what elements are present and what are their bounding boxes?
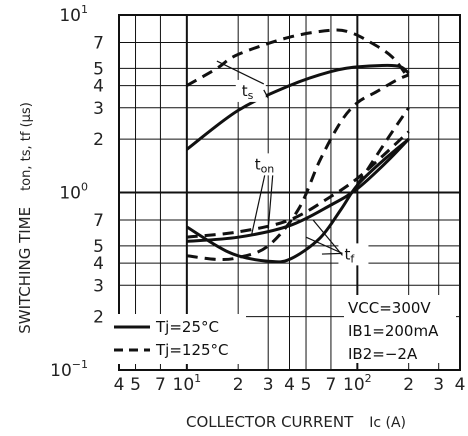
x-tick-label: 102 (343, 372, 372, 395)
y-tick-label: 4 (93, 77, 104, 97)
x-tick-label: 5 (301, 375, 312, 395)
y-tick-label: 5 (93, 237, 104, 257)
y-tick-label: 2 (93, 130, 104, 150)
legend: Tj=25°C Tj=125°C (112, 314, 246, 364)
series-ton-solid (186, 138, 410, 243)
y-tick-label: 10−1 (50, 358, 88, 381)
x-tick-label: 5 (130, 375, 141, 395)
x-tick-label: 2 (403, 375, 414, 395)
legend-label-25c: Tj=25°C (155, 318, 219, 336)
y-tick-label: 7 (93, 211, 104, 231)
series-ton-dashed (186, 130, 410, 239)
label-ton-leader (251, 175, 266, 235)
label-tf-leader (312, 219, 343, 256)
y-tick-label: 4 (93, 254, 104, 274)
label-ts-leader (263, 89, 269, 99)
x-tick-label: 4 (455, 375, 466, 395)
condition-ib1: IB1=200mA (348, 322, 439, 340)
x-tick-label: 7 (326, 375, 337, 395)
x-tick-label: 4 (284, 375, 295, 395)
y-tick-label: 100 (59, 181, 88, 204)
label-ts: ts (242, 82, 254, 102)
x-tick-label: 3 (433, 375, 444, 395)
test-conditions: VCC=300V IB1=200mA IB2=−2A (344, 295, 456, 363)
y-tick-label: 101 (59, 3, 88, 26)
label-tf-leader (321, 252, 343, 255)
label-tf-bg (338, 243, 369, 266)
y-axis-title: SWITCHING TIMEton, ts, tf (µs) (16, 102, 34, 334)
x-tick-label: 3 (263, 375, 274, 395)
label-ts-bg (235, 79, 266, 102)
x-axis-title: COLLECTOR CURRENT Ic (A) (186, 413, 406, 431)
y-tick-label: 3 (93, 99, 104, 119)
x-tick-label: 4 (114, 375, 125, 395)
plot-frame (118, 14, 461, 371)
y-tick-label: 7 (93, 33, 104, 53)
condition-vcc: VCC=300V (348, 299, 431, 317)
y-tick-label: 5 (93, 59, 104, 79)
label-ton-bg (248, 153, 279, 176)
label-tf: tf (344, 245, 355, 265)
condition-ib2: IB2=−2A (348, 345, 418, 363)
label-ton-leader (267, 175, 274, 230)
x-tick-label: 7 (155, 375, 166, 395)
series-tf-dashed (356, 106, 410, 187)
series-tf-dashed (186, 73, 410, 262)
series-curves (185, 28, 410, 264)
x-tick-label: 2 (233, 375, 244, 395)
legend-box (112, 314, 246, 364)
label-tf-leader (305, 236, 343, 254)
x-tick-labels: 4 5 7 101 2 3 4 5 7 102 2 3 4 (114, 372, 466, 395)
conditions-box (344, 295, 456, 363)
series-tf-solid (186, 137, 410, 264)
y-tick-label: 3 (93, 276, 104, 296)
label-ts-leader (216, 60, 265, 85)
legend-label-125c: Tj=125°C (155, 341, 229, 359)
x-tick-label: 101 (173, 372, 202, 395)
series-ts-dashed (186, 28, 410, 87)
y-tick-label: 2 (93, 308, 104, 328)
